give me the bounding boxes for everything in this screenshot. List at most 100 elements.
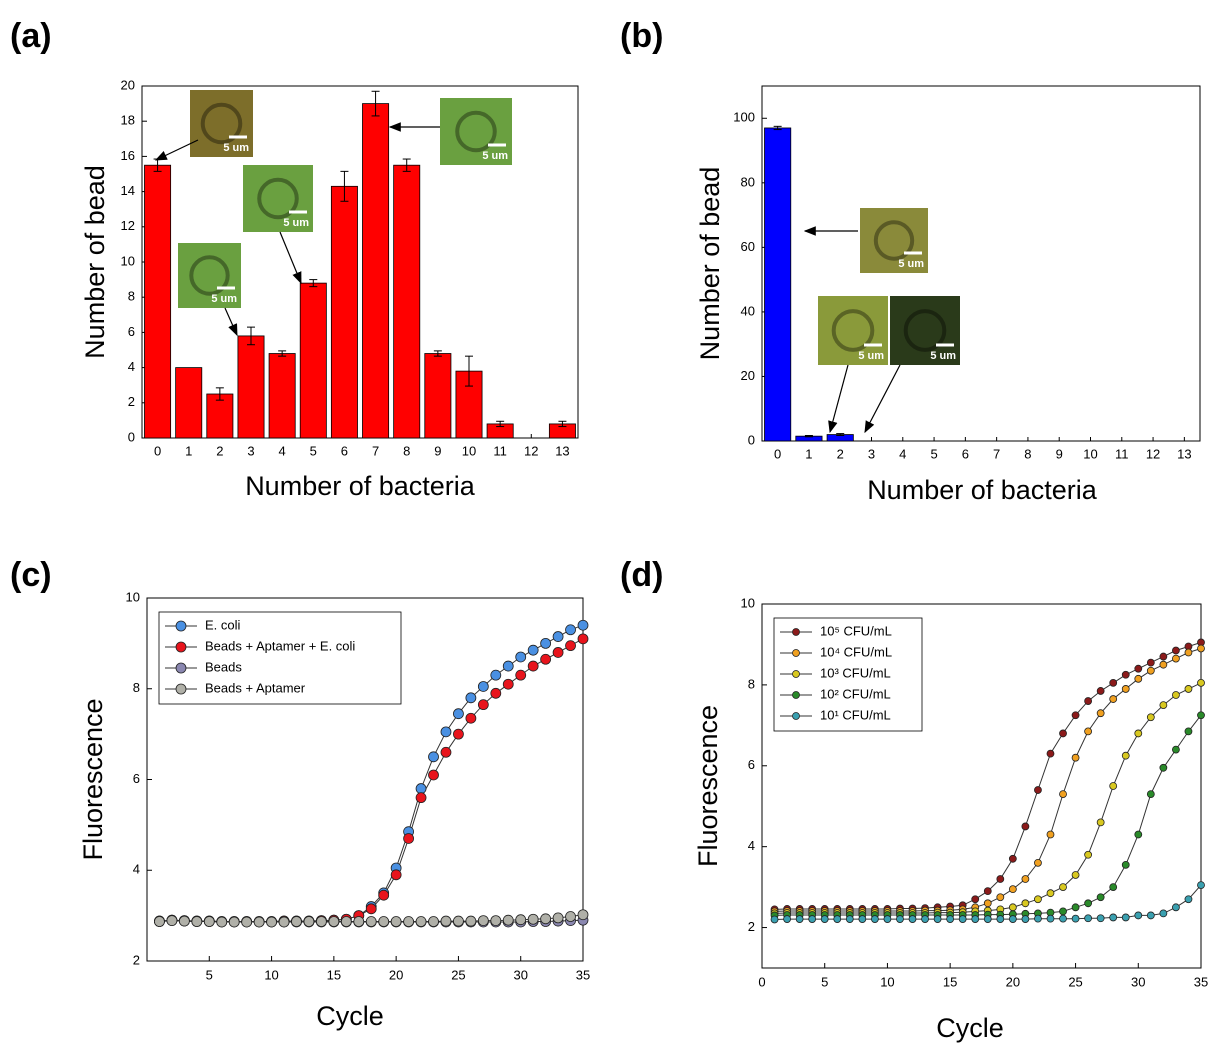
y-tick-label: 8 [133, 680, 140, 695]
error-bar [371, 90, 380, 117]
data-point [403, 916, 415, 927]
error-bar [465, 355, 473, 387]
y-axis-label: Fluorescence [693, 705, 723, 867]
y-tick-label: 2 [128, 394, 135, 409]
x-tick-label: 3 [868, 446, 875, 461]
data-point [1172, 646, 1180, 655]
data-point [303, 916, 315, 927]
data-point [1059, 790, 1067, 798]
data-point [1008, 854, 1017, 863]
data-point [1134, 830, 1143, 839]
data-point [1008, 915, 1017, 923]
data-point [453, 915, 464, 927]
inset-label: 5 um [283, 217, 309, 229]
data-point [1046, 914, 1055, 923]
data-point [1071, 914, 1080, 923]
inset-image [860, 208, 928, 273]
x-tick-label: 20 [1006, 974, 1020, 989]
data-point [527, 644, 539, 656]
data-point [502, 678, 514, 690]
data-point [820, 915, 829, 923]
data-point [552, 647, 564, 658]
legend-marker [792, 649, 800, 657]
data-point [1084, 914, 1093, 923]
inset-bead [831, 309, 875, 352]
data-point [1159, 701, 1168, 710]
inset-label: 5 um [482, 150, 508, 162]
data-point [253, 916, 265, 928]
error-bar [215, 387, 224, 401]
data-point [315, 916, 327, 927]
data-point [1096, 709, 1105, 718]
legend-label: 10⁴ CFU/mL [820, 644, 892, 659]
y-tick-label: 0 [748, 432, 755, 447]
legend-marker [175, 662, 187, 674]
x-tick-label: 10 [1083, 446, 1097, 461]
data-point [770, 915, 779, 924]
x-tick-label: 13 [1177, 446, 1191, 461]
bar [268, 353, 296, 439]
data-point [527, 660, 539, 672]
error-bar [836, 433, 845, 437]
data-point [1084, 727, 1093, 736]
x-tick-label: 10 [880, 974, 894, 989]
data-point [1184, 685, 1193, 693]
x-tick-label: 8 [1024, 446, 1031, 461]
data-point [1121, 913, 1130, 922]
bar [175, 367, 203, 439]
data-point [933, 915, 942, 923]
data-point [1096, 687, 1105, 695]
data-point [1046, 830, 1055, 839]
data-point [1159, 652, 1168, 661]
error-bar [278, 350, 287, 357]
data-point [808, 915, 817, 923]
y-tick-label: 20 [121, 77, 135, 92]
legend-label: 10¹ CFU/mL [820, 707, 891, 722]
panel-label: (d) [620, 556, 663, 594]
data-point [983, 887, 992, 896]
legend-label: Beads [205, 659, 242, 674]
legend-label: 10² CFU/mL [820, 686, 891, 701]
inset-image [178, 243, 241, 308]
data-point [1109, 695, 1118, 703]
data-point [1121, 670, 1130, 679]
data-point [378, 889, 390, 901]
y-tick-label: 18 [121, 113, 135, 128]
panel-label: (c) [10, 556, 52, 594]
data-point [490, 915, 502, 927]
data-point [1146, 790, 1155, 798]
data-point [1059, 883, 1067, 892]
y-tick-label: 100 [733, 110, 755, 125]
data-point [1134, 729, 1143, 738]
data-point [154, 916, 165, 927]
data-point [1197, 644, 1205, 653]
x-axis-label: Cycle [316, 1001, 384, 1031]
y-tick-label: 10 [121, 253, 135, 268]
data-point [1134, 911, 1143, 920]
data-point [428, 751, 439, 763]
data-point [983, 915, 992, 923]
data-point [502, 914, 514, 926]
data-point [552, 631, 564, 642]
legend-label: 10³ CFU/mL [820, 665, 891, 680]
x-tick-label: 2 [837, 446, 844, 461]
x-tick-label: 9 [1056, 446, 1063, 461]
data-point [490, 687, 502, 699]
data-point [1146, 713, 1155, 722]
data-point [1197, 711, 1205, 720]
data-point [1172, 654, 1180, 663]
data-point [477, 681, 489, 692]
y-tick-label: 8 [748, 676, 755, 691]
x-axis-label: Cycle [936, 1013, 1004, 1043]
error-bar [773, 125, 782, 131]
data-point [415, 792, 427, 804]
data-point [1059, 729, 1067, 738]
x-axis-label: Number of bacteria [245, 471, 476, 501]
data-point [266, 916, 277, 928]
data-point [502, 660, 514, 672]
data-point [540, 913, 552, 925]
data-point [465, 915, 477, 927]
x-tick-label: 5 [821, 974, 828, 989]
data-point [440, 726, 452, 738]
